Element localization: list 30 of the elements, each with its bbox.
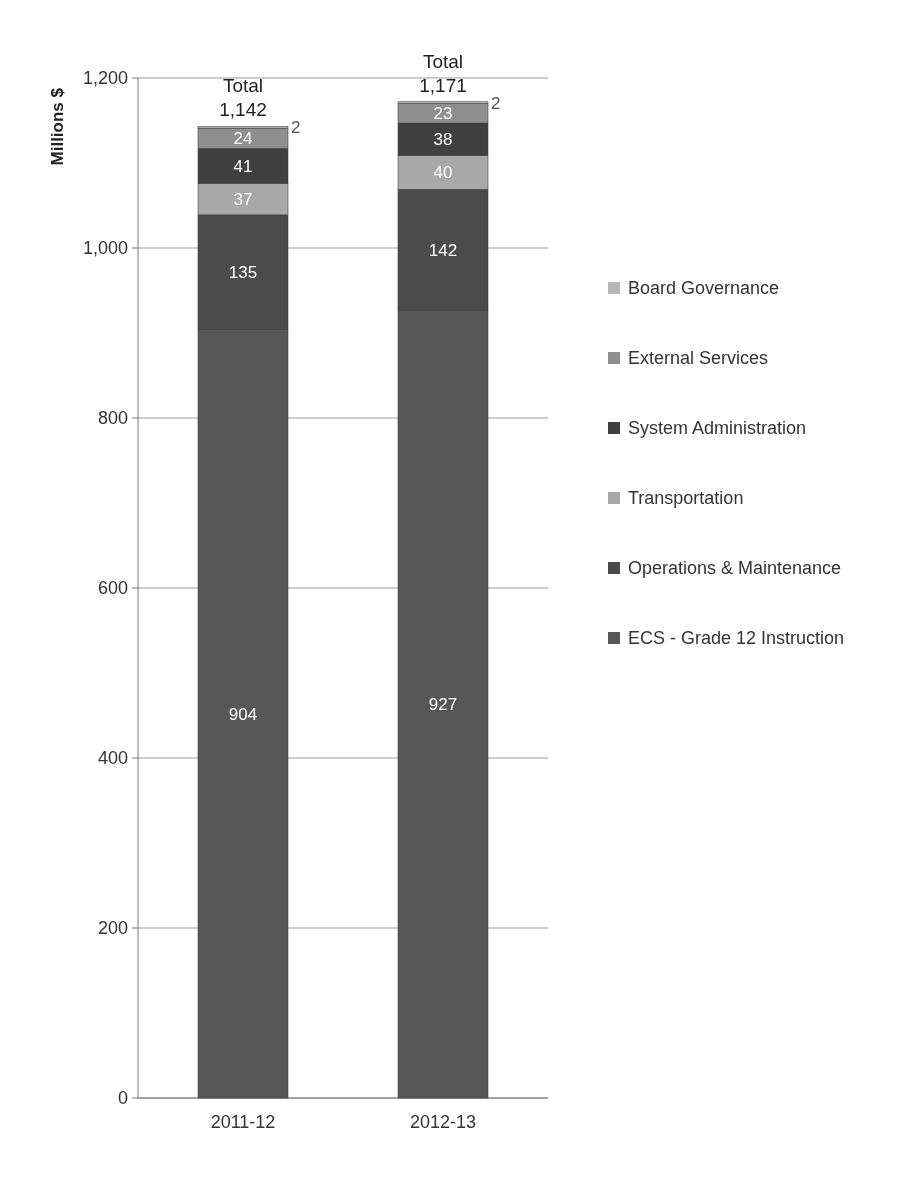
legend-label: Transportation (628, 488, 744, 509)
total-label: Total 1,142 (219, 75, 267, 121)
y-axis-title: Millions $ (48, 87, 67, 166)
data-label: 41 (233, 156, 253, 176)
legend-label: ECS - Grade 12 Instruction (628, 628, 845, 649)
data-label: 24 (233, 129, 253, 149)
x-tick-label: 2011-12 (210, 1112, 276, 1132)
legend-label: System Administration (628, 418, 807, 439)
data-label: 142 (428, 240, 458, 260)
data-label: 904 (228, 704, 258, 724)
data-label: 135 (228, 263, 258, 283)
legend-label: Board Governance (628, 278, 780, 299)
data-label: 2 (291, 118, 301, 138)
y-tick-label: 200 (97, 918, 128, 939)
data-label: 37 (233, 190, 253, 210)
data-label: 40 (433, 163, 453, 183)
total-label: Total 1,171 (419, 50, 467, 96)
legend-label: Operations & Maintenance (628, 558, 842, 579)
y-tick-label: 1,000 (82, 238, 128, 259)
data-label: 38 (433, 130, 453, 150)
y-tick-label: 800 (97, 408, 128, 429)
legend-label: External Services (628, 348, 769, 369)
y-tick-label: 400 (97, 748, 128, 769)
data-label: 2 (491, 93, 501, 113)
data-label: 927 (428, 694, 458, 714)
data-label: 23 (433, 104, 453, 124)
y-tick-label: 0 (117, 1088, 128, 1109)
x-tick-label: 2012-13 (409, 1112, 477, 1132)
y-tick-label: 1,200 (82, 68, 128, 89)
y-tick-label: 600 (97, 578, 128, 599)
